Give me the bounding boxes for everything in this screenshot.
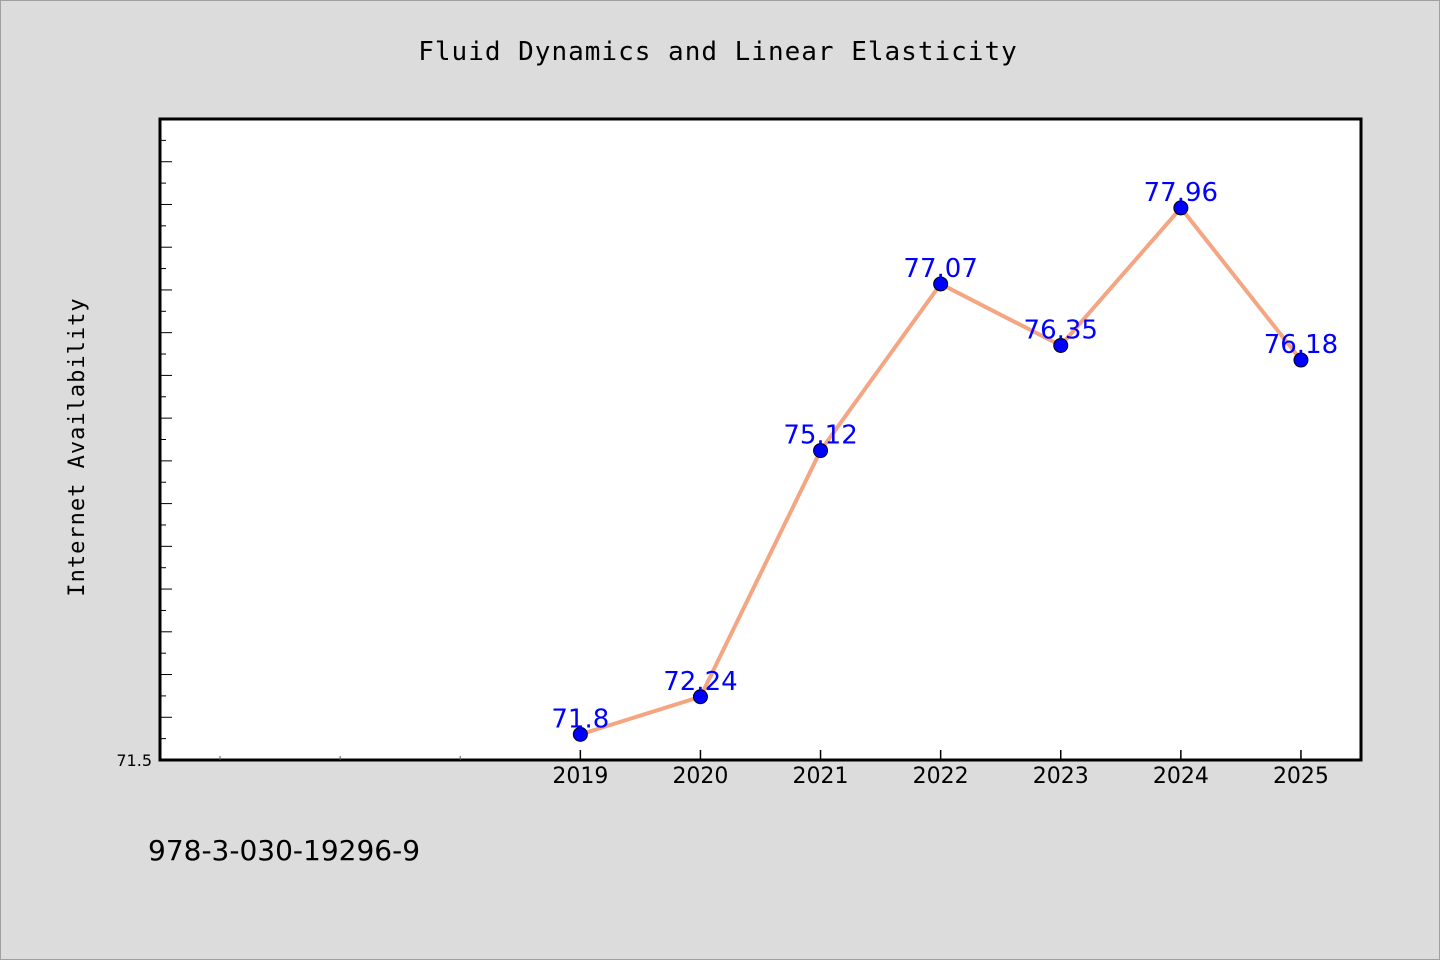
data-label: 75.12 [783,421,857,451]
plot-area [158,117,1363,762]
data-point [1053,337,1069,353]
data-label: 72.24 [663,667,737,697]
x-tick-label: 2021 [793,764,849,789]
data-point [692,689,708,705]
data-label: 76.18 [1264,330,1338,360]
x-tick-label: 2025 [1273,764,1329,789]
data-label: 71.8 [551,704,609,734]
isbn-label: 978-3-030-19296-9 [148,834,421,867]
y-axis-label: Internet Availability [65,297,90,596]
data-label: 76.35 [1024,315,1098,345]
data-point [1173,200,1189,216]
data-label: 77.07 [903,254,977,284]
x-tick-label: 2024 [1153,764,1209,789]
data-point [572,726,588,742]
x-tick-label: 2023 [1033,764,1089,789]
x-tick-label: 2020 [672,764,728,789]
y-axis-ticks: 71.5 [116,118,172,770]
y-tick-label: 71.5 [116,751,152,770]
data-point [1293,352,1309,368]
chart-title: Fluid Dynamics and Linear Elasticity [418,37,1018,67]
x-axis-ticks: 2019 2020 2021 2022 2023 2024 2025 [219,750,1329,789]
series-layer: 71.8 72.24 75.12 77.07 76.35 77.96 76.18 [551,178,1338,742]
x-tick-label: 2022 [913,764,969,789]
data-point [813,443,829,459]
data-point [933,276,949,292]
data-label: 77.96 [1144,178,1218,208]
x-tick-label: 2019 [552,764,608,789]
